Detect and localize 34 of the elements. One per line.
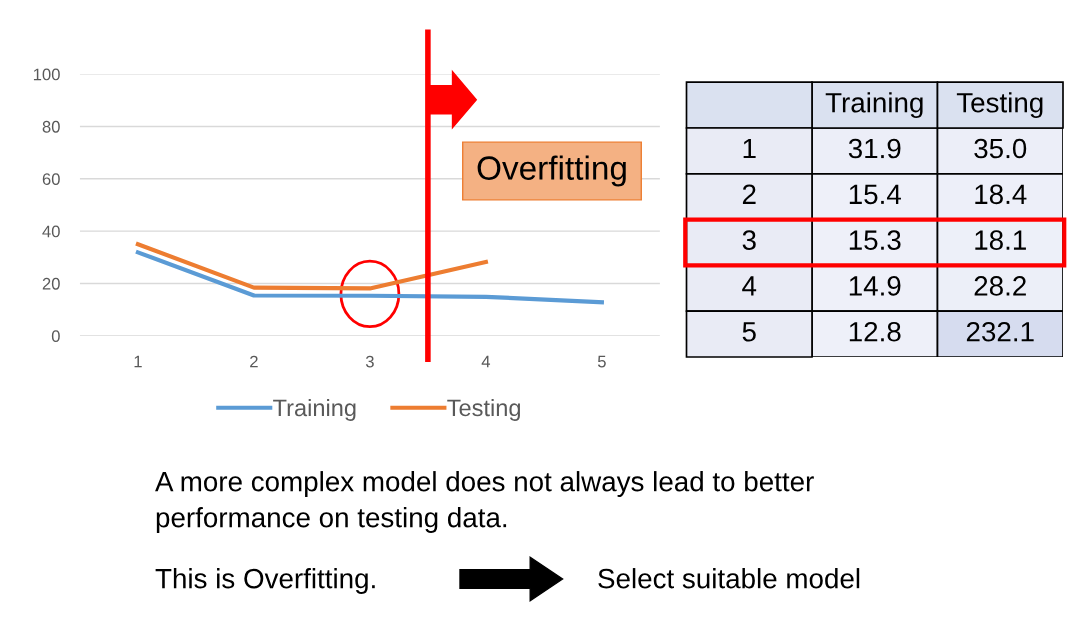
data-label: 28.2 — [974, 276, 1026, 296]
x-tick-label: 5 — [597, 355, 606, 368]
data-label: 15.4 — [849, 184, 901, 205]
line-series — [135, 250, 604, 305]
y-tick-label: 4 — [742, 276, 757, 296]
y-tick-label: 20 — [42, 277, 60, 290]
legend-label: Training — [273, 398, 356, 421]
y-tick-label: 3 — [742, 230, 756, 250]
y-tick-label: 60 — [42, 173, 60, 185]
y-tick-label: 80 — [42, 120, 60, 133]
data-label: 232.1 — [966, 321, 1034, 342]
data-label: 35.0 — [974, 138, 1027, 159]
x-tick-label: 3 — [365, 355, 374, 368]
line-series — [135, 242, 488, 291]
data-label: 14.9 — [849, 276, 901, 296]
y-tick-label: 1 — [743, 138, 756, 159]
data-label: 18.4 — [975, 184, 1027, 205]
text: A more complex model does not always lead to better performance on testing data. — [155, 471, 814, 533]
annotation: Overfitting — [477, 155, 626, 187]
y-tick-label: 5 — [742, 322, 756, 342]
x-tick-label: 1 — [134, 355, 142, 368]
y-tick-label: 100 — [33, 68, 60, 81]
x-tick-label: 4 — [481, 355, 491, 368]
data-label: 12.8 — [849, 321, 901, 342]
text: This is Overfitting. — [155, 568, 375, 594]
data-label: 31.9 — [848, 138, 901, 159]
data-label: 18.1 — [975, 230, 1026, 250]
x-tick-label: 2 — [250, 355, 258, 368]
legend-label: Testing — [447, 398, 520, 421]
y-tick-label: 40 — [42, 225, 60, 238]
data-label: 15.3 — [849, 230, 901, 250]
y-tick-label: 0 — [51, 330, 60, 342]
y-tick-label: 2 — [742, 184, 756, 204]
text: Select suitable model — [598, 568, 860, 589]
